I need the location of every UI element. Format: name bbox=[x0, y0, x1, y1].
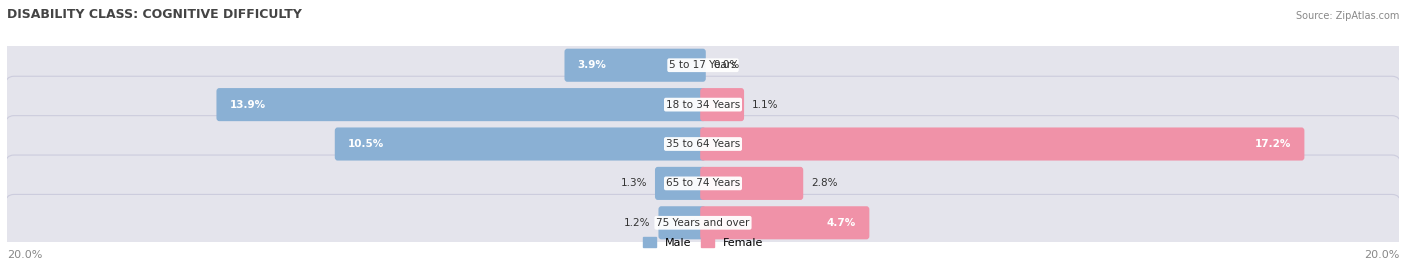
FancyBboxPatch shape bbox=[6, 155, 1400, 212]
FancyBboxPatch shape bbox=[6, 194, 1400, 251]
FancyBboxPatch shape bbox=[6, 37, 1400, 94]
Text: 1.1%: 1.1% bbox=[752, 100, 779, 110]
Text: 5 to 17 Years: 5 to 17 Years bbox=[669, 60, 737, 70]
Text: 13.9%: 13.9% bbox=[229, 100, 266, 110]
Text: 3.9%: 3.9% bbox=[578, 60, 606, 70]
Text: 20.0%: 20.0% bbox=[7, 250, 42, 260]
FancyBboxPatch shape bbox=[700, 206, 869, 239]
FancyBboxPatch shape bbox=[655, 167, 706, 200]
FancyBboxPatch shape bbox=[6, 76, 1400, 133]
Text: 2.8%: 2.8% bbox=[811, 178, 838, 188]
Text: 1.2%: 1.2% bbox=[624, 218, 651, 228]
Text: DISABILITY CLASS: COGNITIVE DIFFICULTY: DISABILITY CLASS: COGNITIVE DIFFICULTY bbox=[7, 8, 302, 21]
Text: 17.2%: 17.2% bbox=[1254, 139, 1291, 149]
FancyBboxPatch shape bbox=[700, 167, 803, 200]
Text: 10.5%: 10.5% bbox=[349, 139, 384, 149]
Legend: Male, Female: Male, Female bbox=[638, 233, 768, 253]
Text: 20.0%: 20.0% bbox=[1364, 250, 1399, 260]
Text: 4.7%: 4.7% bbox=[827, 218, 856, 228]
Text: Source: ZipAtlas.com: Source: ZipAtlas.com bbox=[1296, 11, 1399, 21]
FancyBboxPatch shape bbox=[564, 49, 706, 82]
FancyBboxPatch shape bbox=[217, 88, 706, 121]
FancyBboxPatch shape bbox=[335, 128, 706, 161]
Text: 35 to 64 Years: 35 to 64 Years bbox=[666, 139, 740, 149]
Text: 65 to 74 Years: 65 to 74 Years bbox=[666, 178, 740, 188]
FancyBboxPatch shape bbox=[6, 116, 1400, 172]
Text: 18 to 34 Years: 18 to 34 Years bbox=[666, 100, 740, 110]
FancyBboxPatch shape bbox=[700, 128, 1305, 161]
FancyBboxPatch shape bbox=[700, 88, 744, 121]
Text: 75 Years and over: 75 Years and over bbox=[657, 218, 749, 228]
Text: 0.0%: 0.0% bbox=[713, 60, 740, 70]
Text: 1.3%: 1.3% bbox=[621, 178, 647, 188]
FancyBboxPatch shape bbox=[658, 206, 706, 239]
